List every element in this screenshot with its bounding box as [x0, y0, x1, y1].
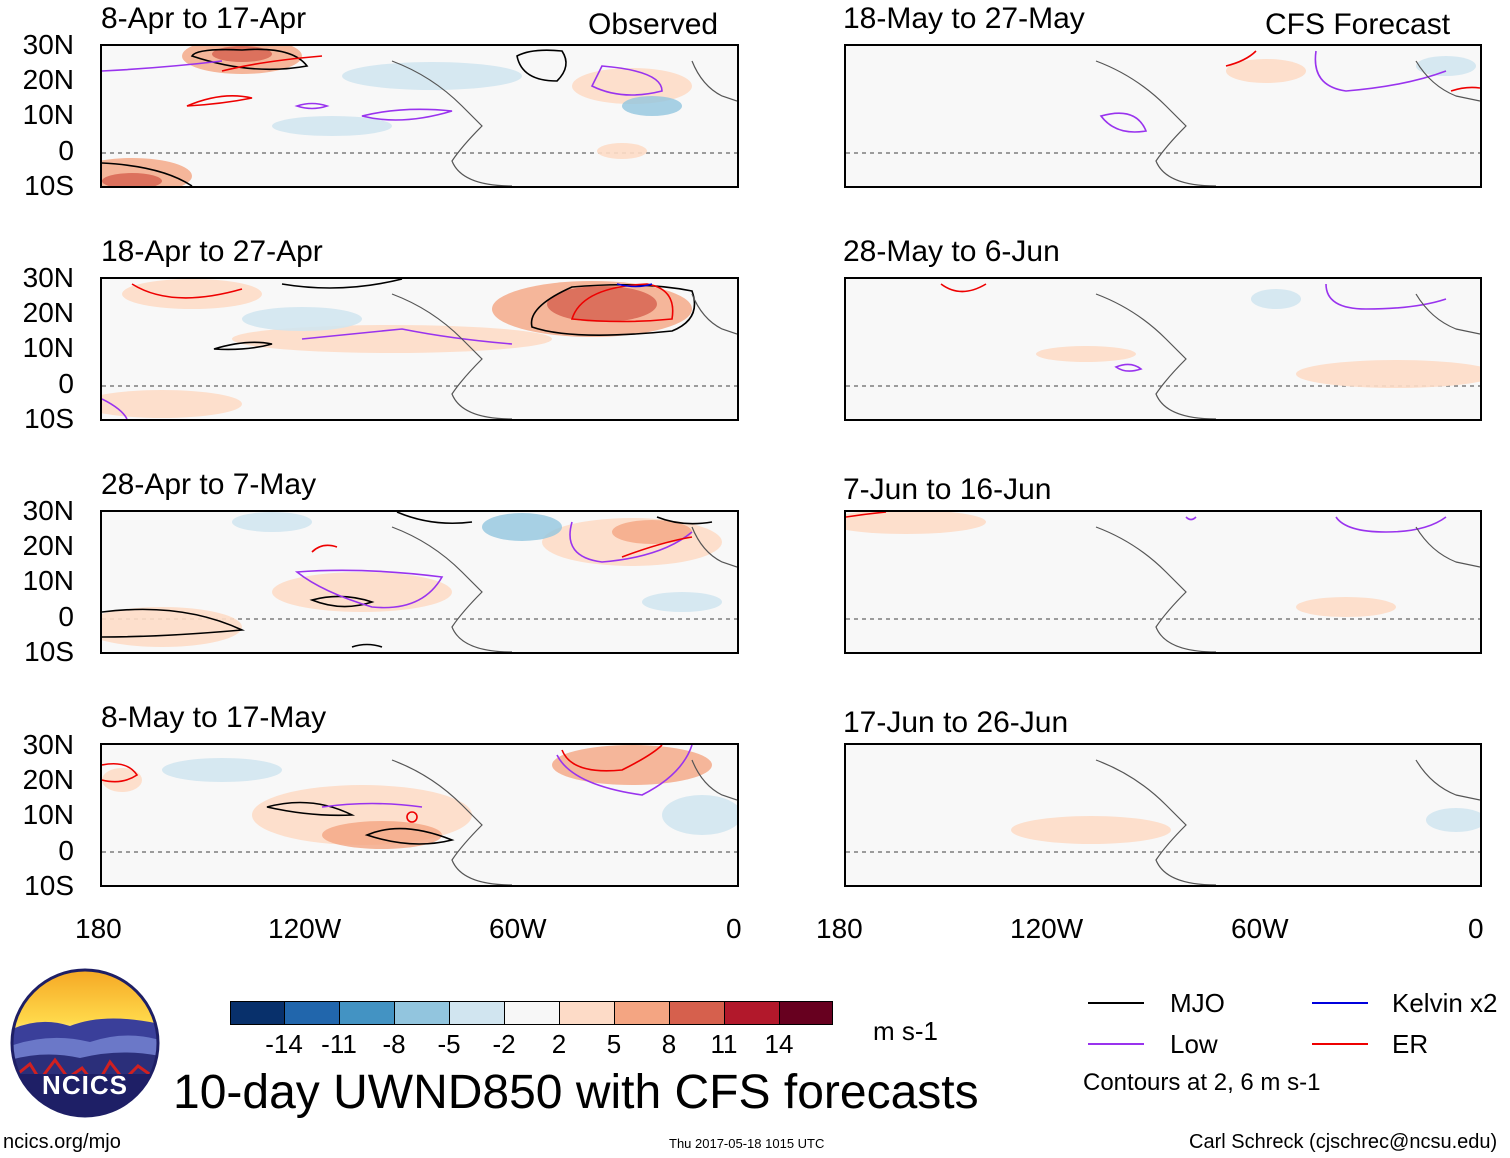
legend-line-er: [1312, 1043, 1368, 1045]
map-panel-observed-1: [100, 44, 739, 188]
colorbar-tick: -2: [492, 1029, 516, 1059]
map-layer: [102, 46, 737, 186]
map-panel-observed-4: [100, 743, 739, 887]
lon-label: 180: [816, 913, 863, 944]
observed-label: Observed: [588, 8, 719, 41]
map-panel-forecast-1: [844, 44, 1482, 188]
map-panel-forecast-4: [844, 743, 1482, 887]
colorbar-tick: -14: [265, 1029, 303, 1059]
lat-label: 10S: [24, 870, 74, 901]
panel-title-fc-1: 18-May to 27-May: [843, 2, 1085, 35]
legend-line-low: [1088, 1043, 1144, 1045]
colorbar-swatch: [779, 1001, 833, 1025]
lon-label: 0: [1468, 913, 1484, 944]
lon-label: 120W: [1010, 913, 1084, 944]
lon-label: 60W: [1231, 913, 1289, 944]
lon-label: 0: [726, 913, 742, 944]
map-layer: [846, 50, 1480, 186]
ncics-logo-graphic: [10, 968, 160, 1118]
colorbar-swatch: [339, 1001, 399, 1025]
map-panel-forecast-3: [844, 510, 1482, 654]
colorbar-swatch: [614, 1001, 674, 1025]
colorbar-swatch: [449, 1001, 509, 1025]
colorbar-tick: -11: [321, 1029, 357, 1059]
colorbar-tick: 2: [551, 1029, 567, 1059]
colorbar-swatch: [284, 1001, 344, 1025]
lon-label: 60W: [489, 913, 547, 944]
colorbar-units: m s-1: [873, 1016, 938, 1046]
lat-label: 30N: [22, 262, 74, 293]
legend-line-kelvin: [1312, 1002, 1368, 1004]
footer-author: Carl Schreck (cjschrec@ncsu.edu): [1189, 1131, 1498, 1153]
colorbar-tick: -8: [382, 1029, 406, 1059]
legend-contours-note: Contours at 2, 6 m s-1: [1083, 1069, 1321, 1096]
panel-title-obs-3: 28-Apr to 7-May: [101, 468, 317, 501]
panel-title-fc-2: 28-May to 6-Jun: [843, 235, 1060, 268]
main-title: 10-day UWND850 with CFS forecasts: [173, 1066, 979, 1119]
lat-label: 10N: [22, 99, 74, 130]
map-layer: [846, 512, 1480, 652]
legend-label-mjo: MJO: [1170, 988, 1225, 1018]
lat-label: 0: [58, 601, 74, 632]
map-panel-observed-3: [100, 510, 739, 654]
legend-line-mjo: [1088, 1002, 1144, 1004]
map-layer: [102, 745, 737, 885]
map-panel-forecast-2: [844, 277, 1482, 421]
lat-label: 0: [58, 835, 74, 866]
footer-url[interactable]: ncics.org/mjo: [3, 1131, 121, 1153]
footer-timestamp: Thu 2017-05-18 1015 UTC: [669, 1136, 825, 1151]
colorbar-swatch: [394, 1001, 454, 1025]
panel-title-obs-2: 18-Apr to 27-Apr: [101, 235, 323, 268]
lat-label: 0: [58, 135, 74, 166]
lat-label: 10S: [24, 403, 74, 434]
lat-label: 20N: [22, 530, 74, 561]
legend-label-kelvin: Kelvin x2: [1392, 988, 1498, 1018]
lat-label: 20N: [22, 764, 74, 795]
lat-label: 10N: [22, 565, 74, 596]
colorbar-tick: 11: [710, 1029, 738, 1059]
colorbar-swatch: [230, 1001, 290, 1025]
colorbar-tick: 14: [764, 1029, 794, 1059]
panel-title-fc-4: 17-Jun to 26-Jun: [843, 706, 1069, 739]
lat-label: 30N: [22, 29, 74, 60]
legend-label-low: Low: [1170, 1029, 1218, 1059]
colorbar-swatch: [724, 1001, 784, 1025]
map-layer: [846, 759, 1480, 885]
ncics-logo: NCICS: [10, 968, 160, 1118]
lon-label: 180: [75, 913, 122, 944]
colorbar-tick: -5: [437, 1029, 461, 1059]
colorbar-swatch: [669, 1001, 729, 1025]
lat-label: 20N: [22, 64, 74, 95]
panel-title-obs-4: 8-May to 17-May: [101, 701, 327, 734]
lon-label: 120W: [268, 913, 342, 944]
colorbar-swatch: [504, 1001, 564, 1025]
legend-label-er: ER: [1392, 1029, 1429, 1059]
colorbar-tick: 5: [606, 1029, 622, 1059]
lat-label: 30N: [22, 729, 74, 760]
colorbar-tick: 8: [661, 1029, 677, 1059]
lat-label: 20N: [22, 297, 74, 328]
panel-title-fc-3: 7-Jun to 16-Jun: [843, 473, 1052, 506]
lat-label: 10N: [22, 799, 74, 830]
panel-title-obs-1: 8-Apr to 17-Apr: [101, 2, 307, 35]
lat-label: 10N: [22, 332, 74, 363]
colorbar-swatch: [559, 1001, 619, 1025]
map-layer: [102, 512, 737, 652]
map-layer: [102, 279, 737, 419]
map-layer: [846, 283, 1480, 419]
map-panel-observed-2: [100, 277, 739, 421]
logo-text: NCICS: [42, 1070, 128, 1100]
forecast-label: CFS Forecast: [1265, 8, 1451, 41]
lat-label: 0: [58, 368, 74, 399]
lat-label: 30N: [22, 495, 74, 526]
lat-label: 10S: [24, 170, 74, 201]
lat-label: 10S: [24, 636, 74, 667]
